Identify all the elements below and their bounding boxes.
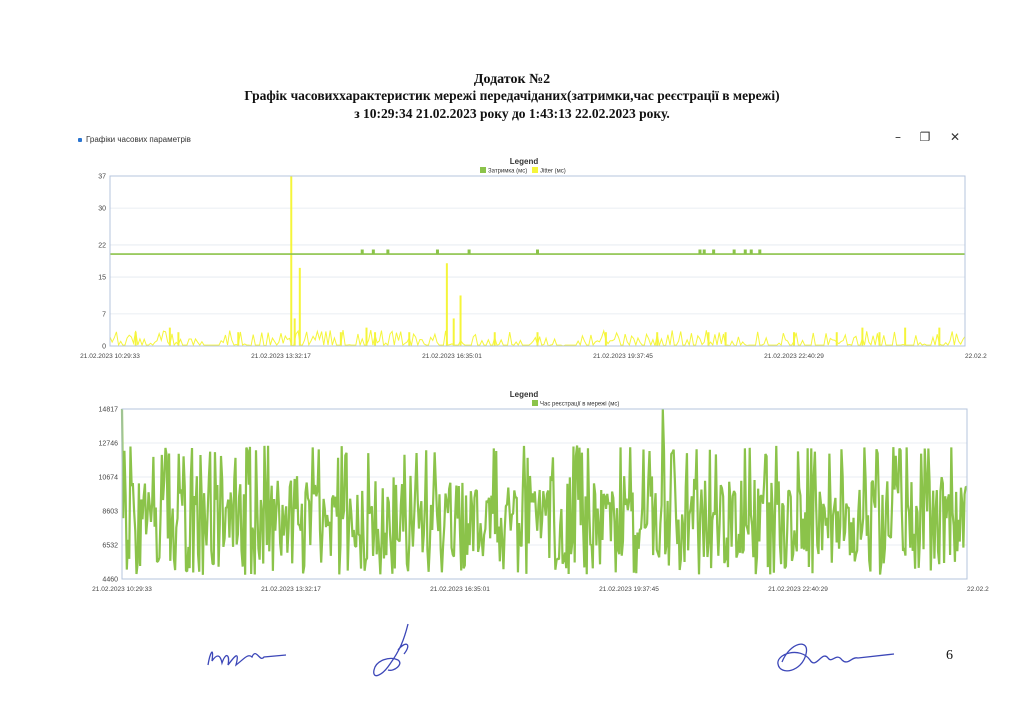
- x-tick-label: 21.02.2023 13:32:17: [251, 353, 311, 360]
- plot-frame: [121, 408, 968, 580]
- x-tick-label: 22.02.2: [967, 586, 989, 593]
- y-tick-label: 37: [98, 174, 106, 181]
- x-tick-label: 21.02.2023 22:40:29: [768, 586, 828, 593]
- legend-swatch-registration: [532, 400, 538, 406]
- y-tick-label: 8603: [102, 508, 118, 515]
- registration-series-line: [120, 408, 968, 575]
- date-range: з 10:29:34 21.02.2023 року до 1:43:13 22…: [354, 106, 670, 121]
- delay-peak: [702, 249, 706, 255]
- y-tick-label: 10674: [99, 475, 119, 482]
- registration-time-chart: Legend Час реєстрації в мережі (мс) 4460…: [92, 390, 989, 593]
- page-number: 6: [946, 648, 953, 663]
- minimize-icon[interactable]: –: [895, 130, 901, 144]
- y-tick-label: 7: [102, 311, 106, 318]
- window-titlebar: Графіки часових параметрів: [78, 135, 191, 144]
- x-tick-label: 21.02.2023 10:29:33: [80, 353, 140, 360]
- x-tick-label: 21.02.2023 19:37:45: [593, 353, 653, 360]
- y-tick-label: 6532: [102, 542, 118, 549]
- delay-peak: [536, 249, 539, 255]
- signature-3: [777, 643, 895, 672]
- y-tick-label: 12746: [99, 440, 119, 447]
- legend-label-registration: Час реєстрації в мережі (мс): [540, 402, 619, 408]
- delay-peak: [698, 249, 702, 255]
- x-tick-label: 21.02.2023 16:35:01: [422, 353, 482, 360]
- plot-frame: [109, 175, 966, 347]
- y-tick-label: 0: [102, 344, 106, 351]
- legend-title: Legend: [510, 390, 539, 399]
- delay-peak: [371, 249, 375, 255]
- legend-label-delay: Затримка (мс): [488, 169, 527, 175]
- legend-label-jitter: Jitter (мс): [540, 169, 566, 175]
- y-tick-label: 4460: [102, 577, 118, 584]
- x-tick-label: 21.02.2023 16:35:01: [430, 586, 490, 593]
- delay-peak: [732, 249, 736, 255]
- y-tick-label: 22: [98, 242, 106, 249]
- appendix-title: Додаток №2: [473, 72, 551, 87]
- x-tick-label: 21.02.2023 22:40:29: [764, 353, 824, 360]
- x-tick-label: 21.02.2023 19:37:45: [599, 586, 659, 593]
- window-title: Графіки часових параметрів: [86, 135, 191, 144]
- signature-1: [207, 651, 287, 667]
- y-tick-label: 30: [98, 206, 106, 213]
- legend-swatch-delay: [480, 167, 486, 173]
- legend-title: Legend: [510, 157, 539, 166]
- delay-peak: [386, 249, 390, 255]
- delay-peak: [749, 249, 753, 255]
- legend-swatch-jitter: [532, 167, 538, 173]
- x-tick-label: 22.02.2: [965, 353, 987, 360]
- delay-jitter-chart: Legend Затримка (мс) Jitter (мс) 0 7 15 22 3…: [80, 157, 987, 360]
- y-tick-label: 15: [98, 275, 106, 282]
- x-tick-label: 21.02.2023 13:32:17: [261, 586, 321, 593]
- delay-peak: [435, 249, 439, 255]
- delay-peak: [712, 249, 716, 255]
- y-tick-label: 14817: [99, 407, 119, 414]
- close-icon[interactable]: ✕: [949, 130, 961, 144]
- delay-peak: [758, 249, 762, 255]
- delay-peak: [743, 249, 747, 255]
- document-subtitle: Графік часовиххарактеристик мережі перед…: [244, 88, 780, 103]
- legend: Час реєстрації в мережі (мс): [532, 400, 619, 408]
- x-tick-label: 21.02.2023 10:29:33: [92, 586, 152, 593]
- delay-peak: [467, 249, 471, 255]
- signature-2: [373, 623, 409, 677]
- restore-icon[interactable]: ❐: [919, 130, 931, 144]
- delay-peak: [360, 249, 364, 255]
- legend: Затримка (мс) Jitter (мс): [480, 167, 566, 175]
- app-icon: [78, 137, 82, 142]
